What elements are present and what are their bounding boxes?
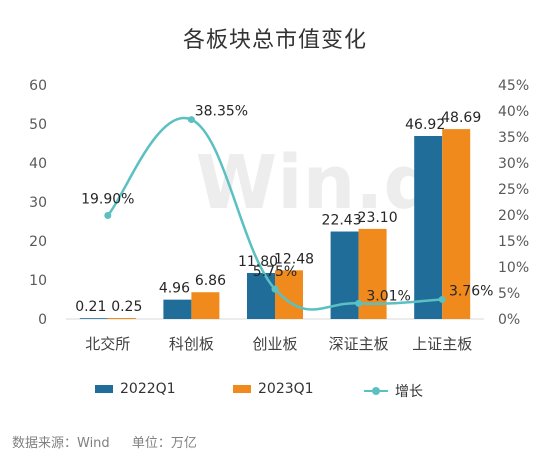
growth-point — [355, 299, 363, 307]
bar-data-label: 48.69 — [441, 110, 481, 126]
growth-line — [106, 116, 443, 311]
growth-data-label: 38.35% — [195, 104, 248, 120]
y-right-tick-label: 10% — [498, 260, 529, 276]
bar-2023q1 — [442, 129, 471, 319]
growth-point — [187, 116, 195, 124]
y-left-tick-label: 20 — [29, 234, 47, 250]
bar-data-label: 6.86 — [195, 273, 226, 289]
growth-data-label: 3.01% — [366, 288, 410, 304]
y-right-tick-label: 35% — [498, 130, 529, 146]
y-left-tick-label: 30 — [29, 195, 47, 211]
y-right-tick-label: 30% — [498, 156, 529, 172]
legend-label-2023q1: 2023Q1 — [258, 381, 314, 397]
growth-data-label: 19.90% — [81, 192, 134, 208]
bar-data-label: 22.43 — [322, 213, 362, 229]
legend-line-growth — [364, 387, 388, 395]
growth-data-label: 5.75% — [253, 264, 297, 280]
watermark: Win.d — [196, 140, 437, 226]
bar-data-label: 12.48 — [274, 251, 314, 267]
bar-2023q1 — [358, 228, 387, 319]
legend-item-growth: 增长 — [364, 381, 423, 401]
legend-label-2022q1: 2022Q1 — [120, 381, 176, 397]
growth-data-label: 3.76% — [449, 283, 493, 299]
bar-data-label: 0.25 — [111, 299, 142, 315]
growth-point — [104, 212, 112, 220]
growth-point — [271, 285, 279, 293]
x-tick-label: 创业板 — [252, 335, 297, 353]
source-note: 数据来源：Wind — [12, 436, 110, 451]
y-right-tick-label: 15% — [498, 234, 529, 250]
bar-data-label: 0.21 — [75, 299, 106, 315]
bar-2023q1 — [191, 292, 220, 319]
unit-note: 单位：万亿 — [131, 436, 197, 451]
legend-swatch-2023q1 — [233, 385, 251, 393]
footer: 数据来源：Wind 单位：万亿 — [12, 432, 197, 451]
x-tick-label: 北交所 — [85, 335, 130, 353]
y-right-tick-label: 40% — [498, 104, 529, 120]
x-tick-label: 深证主板 — [329, 335, 389, 353]
bar-data-label: 11.80 — [238, 254, 278, 270]
growth-point — [438, 295, 446, 303]
y-right-tick-label: 45% — [498, 78, 529, 94]
y-right-tick-label: 20% — [498, 208, 529, 224]
y-right-tick-label: 0% — [498, 312, 520, 328]
y-right-tick-label: 25% — [498, 182, 529, 198]
y-right-tick-label: 5% — [498, 286, 520, 302]
bar-2022q1 — [247, 272, 275, 319]
legend-swatch-2022q1 — [95, 385, 113, 393]
legend-item-2023q1: 2023Q1 — [233, 381, 314, 397]
bar-2023q1 — [107, 318, 136, 319]
y-left-tick-label: 50 — [29, 117, 47, 133]
bar-2022q1 — [79, 318, 108, 319]
bar-data-label: 46.92 — [405, 117, 445, 133]
chart-title: 各板块总市值变化 — [182, 28, 367, 53]
y-left-tick-label: 60 — [29, 78, 47, 94]
legend-label-growth: 增长 — [395, 384, 423, 400]
bar-data-label: 4.96 — [159, 281, 190, 297]
bar-2022q1 — [163, 299, 192, 319]
legend-item-2022q1: 2022Q1 — [95, 381, 176, 397]
y-left-tick-label: 0 — [38, 312, 47, 328]
x-tick-label: 上证主板 — [412, 335, 472, 353]
bar-data-label: 23.10 — [358, 210, 398, 226]
x-tick-label: 科创板 — [169, 335, 214, 353]
y-left-tick-label: 10 — [29, 273, 47, 289]
bar-2022q1 — [414, 136, 443, 319]
y-left-tick-label: 40 — [29, 156, 47, 172]
